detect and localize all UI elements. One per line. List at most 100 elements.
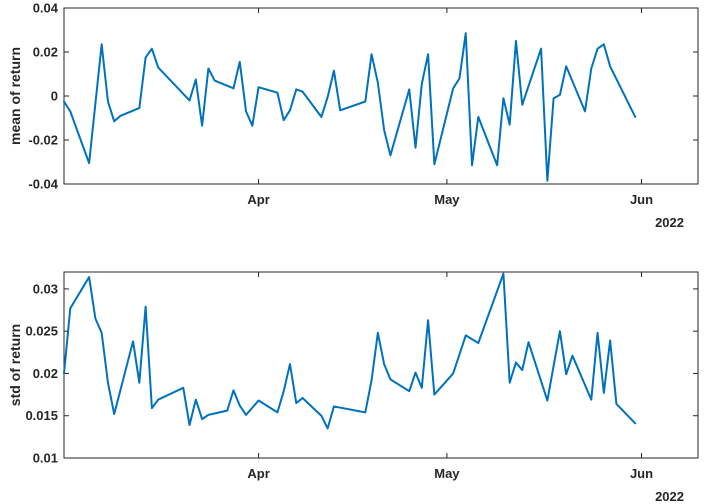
data-point [634,422,636,424]
data-point [509,382,511,384]
data-point [258,400,260,402]
data-point [452,372,454,374]
data-point [603,43,605,45]
data-point [597,332,599,334]
data-point [63,101,65,103]
data-point [113,120,115,122]
y-tick-label: 0.03 [33,281,58,296]
data-point [502,273,504,275]
data-point [88,162,90,164]
data-point [320,116,322,118]
data-point [465,334,467,336]
plot-area-frame [63,7,699,185]
data-point [107,101,109,103]
data-point [452,87,454,89]
data-point [138,382,140,384]
data-point [553,97,555,99]
data-point [207,414,209,416]
data-point [295,88,297,90]
x-axis-year-label: 2022 [655,489,684,504]
series-line [63,272,637,430]
data-point [565,65,567,67]
data-point [289,363,291,365]
data-point [433,163,435,165]
data-point [421,83,423,85]
data-point [195,399,197,401]
data-point [63,372,65,374]
data-point [603,392,605,394]
data-point [502,97,504,99]
data-point [214,80,216,82]
data-point [327,427,329,429]
y-tick-label: 0.04 [33,1,59,16]
data-point [546,180,548,182]
data-point [333,405,335,407]
x-tick-label: May [434,466,460,481]
data-point [232,87,234,89]
data-point [389,378,391,380]
plot-area-frame [63,271,699,459]
data-point [496,164,498,166]
y-tick-label: 0.015 [25,408,58,423]
data-point [590,68,592,70]
data-point [565,373,567,375]
y-tick-label: 0.01 [33,451,58,466]
data-point [590,399,592,401]
data-point [521,104,523,106]
data-point [458,77,460,79]
x-tick-label: Apr [247,466,269,481]
data-point [383,129,385,131]
data-point [101,332,103,334]
data-point [295,402,297,404]
data-point [113,413,115,415]
y-tick-label: -0.02 [28,133,58,148]
data-point [415,147,417,149]
data-point [69,307,71,309]
data-point [302,91,304,93]
data-point [427,53,429,55]
data-point [584,110,586,112]
data-point [157,399,159,401]
data-point [258,86,260,88]
data-point [138,107,140,109]
data-point [239,61,241,63]
data-point [88,276,90,278]
data-point [283,390,285,392]
data-point [634,116,636,118]
series-line [63,32,637,182]
data-point [609,65,611,67]
data-point [421,387,423,389]
x-tick-label: Jun [630,466,653,481]
data-point [509,124,511,126]
data-point [408,390,410,392]
data-point [201,125,203,127]
data-point [427,319,429,321]
data-point [528,341,530,343]
data-point [377,82,379,84]
data-point [465,32,467,34]
y-tick-label: 0.02 [33,45,58,60]
data-point [571,355,573,357]
data-point [327,96,329,98]
data-point [609,339,611,341]
data-point [546,400,548,402]
data-point [94,318,96,320]
data-point [597,48,599,50]
data-point [239,405,241,407]
data-point [521,369,523,371]
x-tick-label: Jun [630,192,653,207]
data-point [333,70,335,72]
data-point [207,68,209,70]
data-point [477,342,479,344]
data-point [182,387,184,389]
data-point [151,48,153,50]
x-tick-label: May [434,192,460,207]
data-point [540,48,542,50]
data-point [339,109,341,111]
data-point [477,116,479,118]
data-point [101,43,103,45]
data-point [276,92,278,94]
